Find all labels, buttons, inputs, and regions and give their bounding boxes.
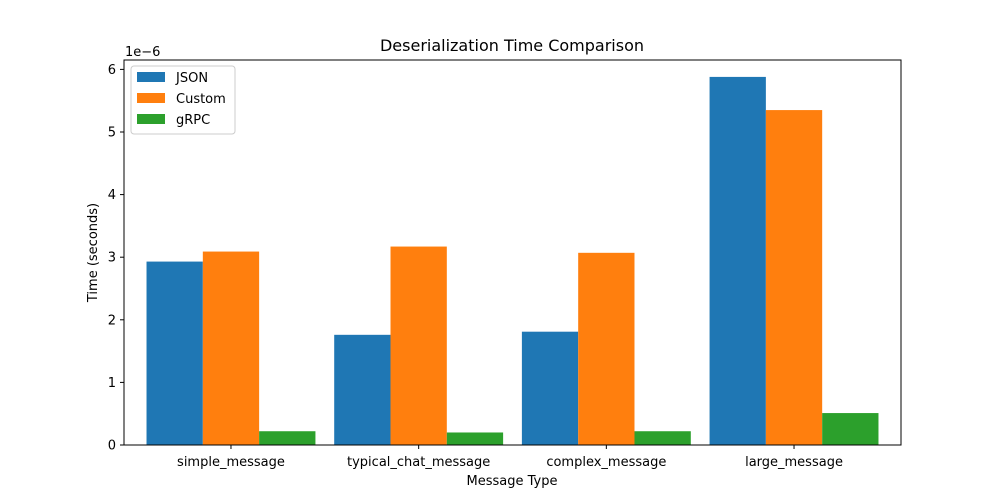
bar-custom-simple_message	[202, 251, 260, 445]
legend-swatch-custom	[137, 93, 165, 103]
y-tick-label: 2	[108, 313, 116, 328]
bar-grpc-large_message	[822, 413, 879, 445]
bar-custom-typical_chat_message	[390, 246, 447, 445]
bar-json-typical_chat_message	[334, 334, 391, 445]
y-axis: 0 1 2 3 4 5 6	[108, 63, 124, 454]
x-tick-label: large_message	[745, 455, 843, 470]
x-axis: simple_message typical_chat_message comple…	[177, 445, 843, 470]
legend-label-json: JSON	[175, 71, 208, 86]
legend: JSON Custom gRPC	[130, 65, 236, 135]
legend-swatch-grpc	[137, 114, 165, 124]
bar-json-large_message	[709, 76, 766, 445]
legend-label-custom: Custom	[176, 92, 226, 107]
y-tick-label: 1	[108, 376, 116, 391]
x-tick-label: complex_message	[546, 455, 666, 470]
plot-frame	[123, 59, 902, 446]
y-tick-label: 3	[108, 251, 116, 266]
legend-swatch-json	[137, 72, 165, 82]
y-tick-label: 0	[108, 439, 116, 454]
bar-grpc-complex_message	[634, 431, 691, 445]
bar-grpc-simple_message	[259, 431, 316, 445]
bar-json-simple_message	[146, 261, 203, 445]
y-tick-label: 4	[108, 188, 116, 203]
y-tick-label: 5	[108, 125, 116, 140]
y-scale-label: 1e−6	[125, 45, 160, 60]
legend-label-grpc: gRPC	[176, 113, 210, 128]
y-axis-label: Time (seconds)	[86, 203, 101, 303]
bar-grpc-typical_chat_message	[446, 432, 504, 445]
bar-custom-complex_message	[578, 252, 635, 445]
bar-json-complex_message	[521, 331, 579, 445]
bar-custom-large_message	[765, 110, 823, 445]
chart-title: Deserialization Time Comparison	[380, 36, 644, 55]
x-axis-label: Message Type	[467, 474, 558, 489]
x-tick-label: typical_chat_message	[347, 455, 490, 470]
y-tick-label: 6	[108, 63, 116, 78]
bars-layer	[146, 76, 879, 445]
x-tick-label: simple_message	[177, 455, 285, 470]
